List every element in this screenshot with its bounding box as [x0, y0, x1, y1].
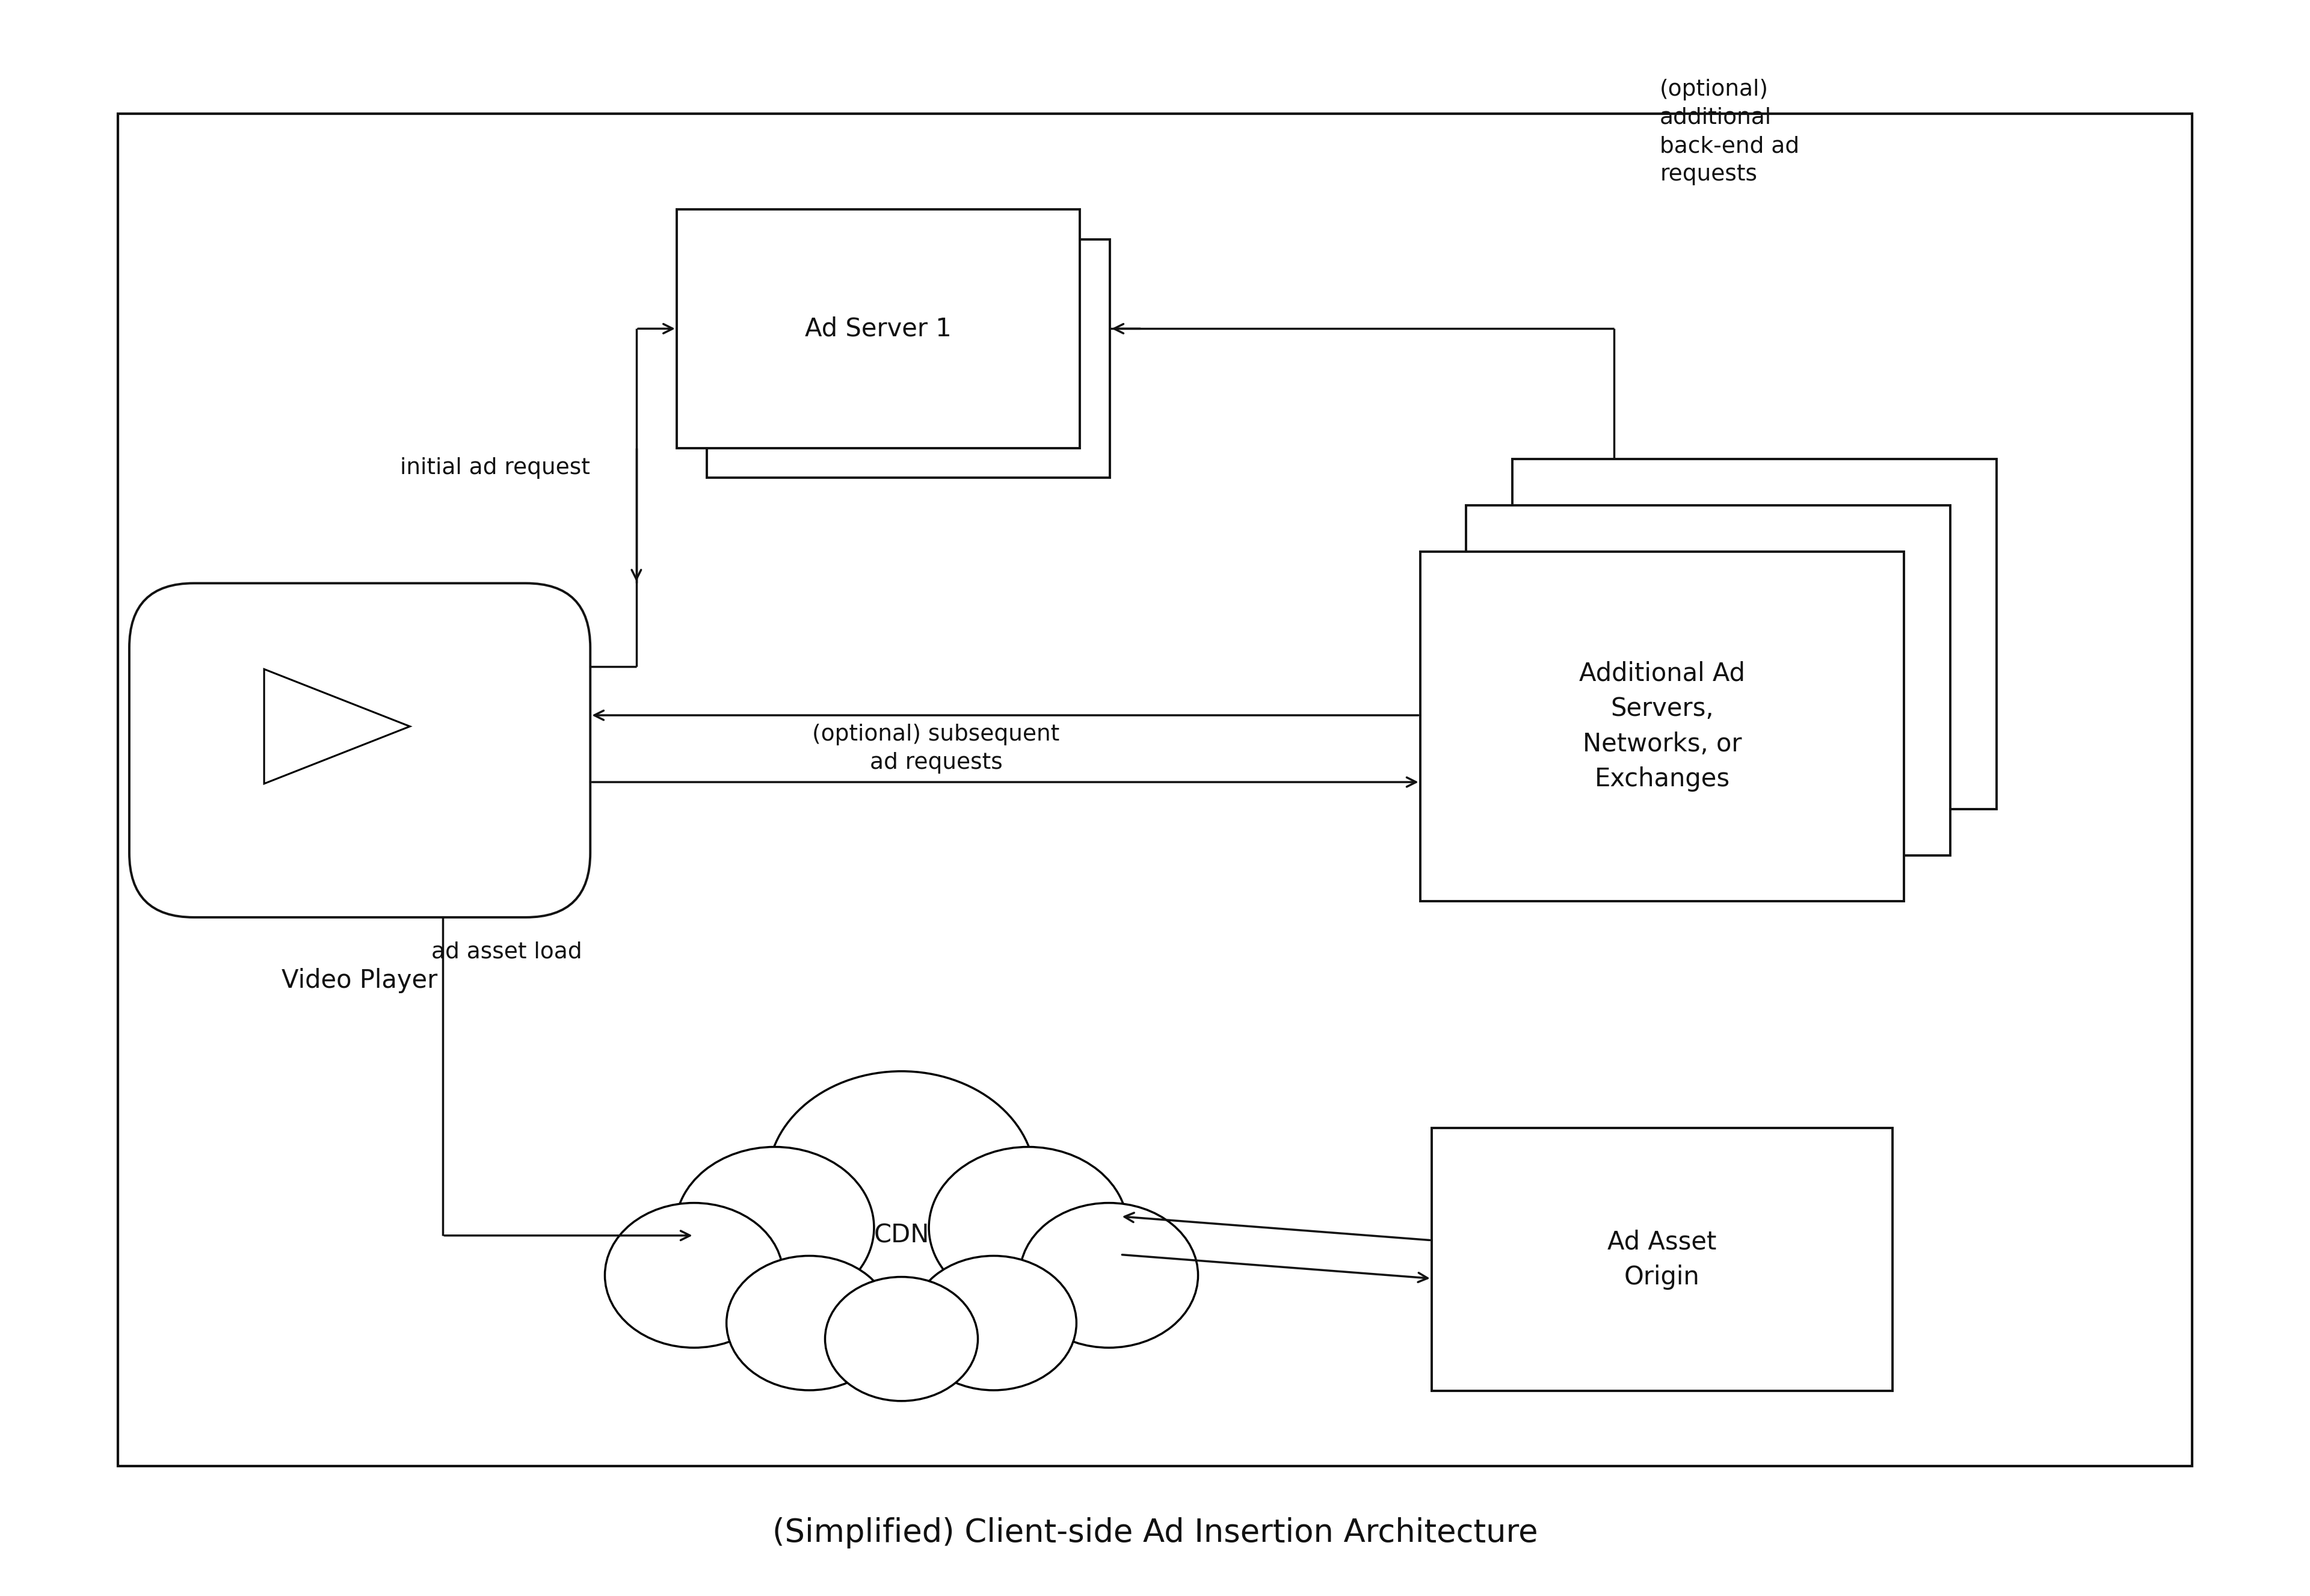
- Polygon shape: [263, 669, 409, 784]
- Text: (optional)
additional
back-end ad
requests: (optional) additional back-end ad reques…: [1661, 78, 1799, 185]
- Ellipse shape: [910, 1256, 1076, 1390]
- Ellipse shape: [605, 1203, 783, 1347]
- Ellipse shape: [767, 1071, 1035, 1288]
- Text: Ad Server 1: Ad Server 1: [806, 316, 952, 342]
- Bar: [677, 209, 1081, 448]
- Bar: [1467, 506, 1950, 855]
- Ellipse shape: [1019, 1203, 1199, 1347]
- Text: Video Player: Video Player: [282, 969, 439, 993]
- Bar: [118, 113, 2192, 1467]
- Bar: [1421, 551, 1903, 902]
- FancyBboxPatch shape: [129, 583, 591, 918]
- Ellipse shape: [929, 1148, 1127, 1309]
- Bar: [1513, 460, 1996, 809]
- Text: (optional) subsequent
ad requests: (optional) subsequent ad requests: [813, 723, 1060, 774]
- Text: initial ad request: initial ad request: [400, 456, 591, 479]
- Text: (Simplified) Client-side Ad Insertion Architecture: (Simplified) Client-side Ad Insertion Ar…: [772, 1518, 1538, 1548]
- Ellipse shape: [725, 1256, 892, 1390]
- Bar: [707, 239, 1111, 477]
- Text: Ad Asset
Origin: Ad Asset Origin: [1608, 1229, 1716, 1290]
- Bar: [1432, 1128, 1892, 1390]
- Text: CDN: CDN: [873, 1223, 929, 1248]
- Text: ad asset load: ad asset load: [432, 942, 582, 962]
- Ellipse shape: [675, 1148, 873, 1309]
- Text: Additional Ad
Servers,
Networks, or
Exchanges: Additional Ad Servers, Networks, or Exch…: [1580, 661, 1744, 792]
- Ellipse shape: [825, 1277, 977, 1401]
